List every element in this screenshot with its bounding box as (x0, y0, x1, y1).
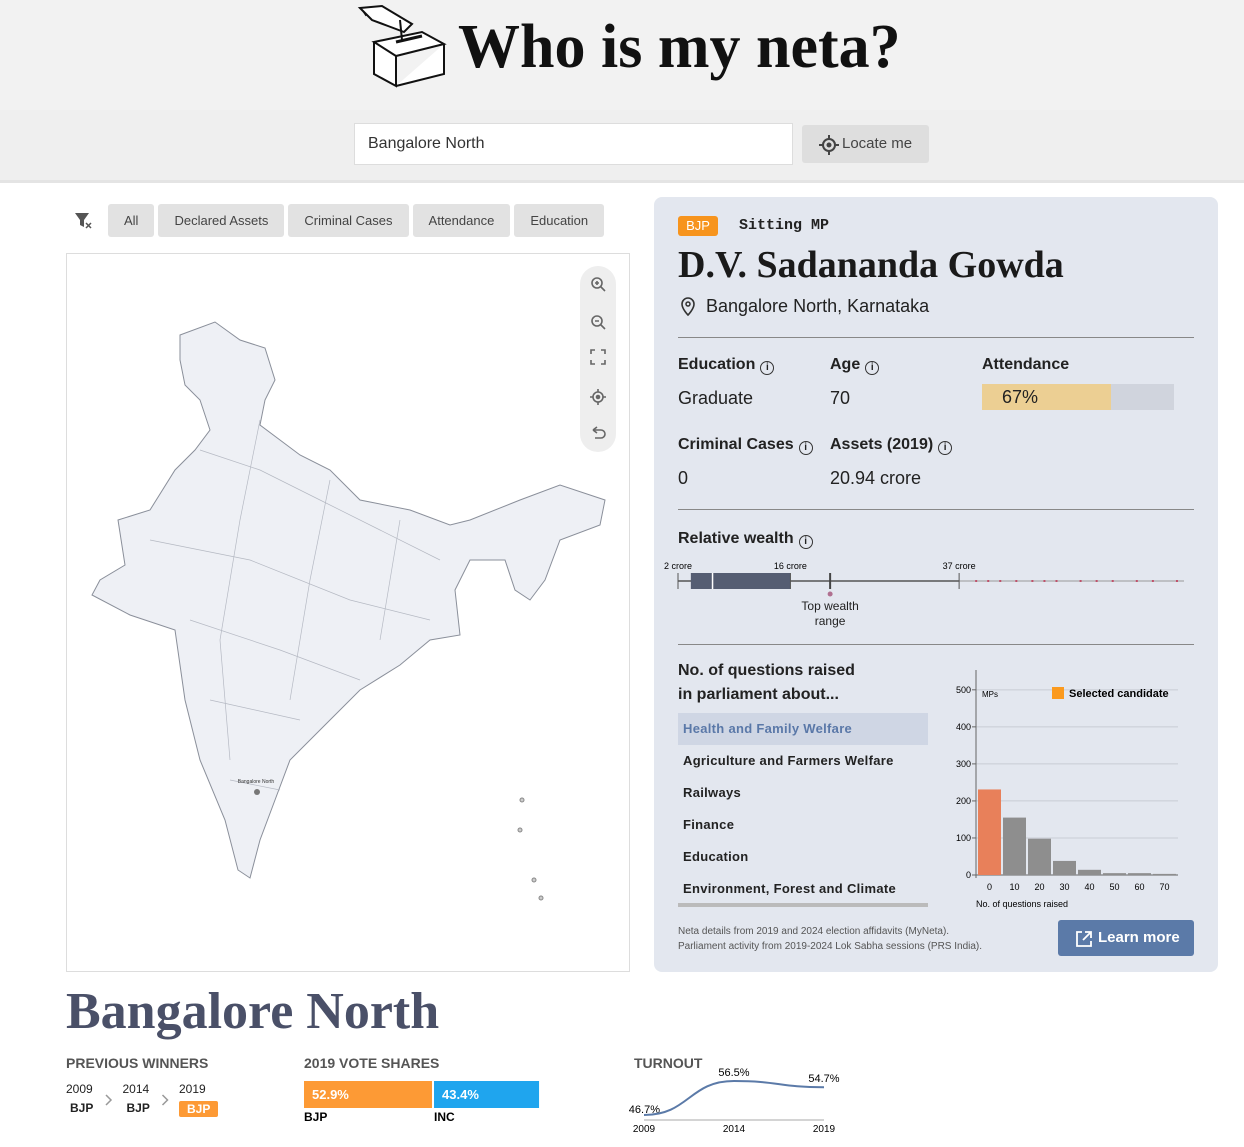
filter-button[interactable]: Attendance (412, 204, 511, 237)
candidate-label: Top wealth range (801, 599, 859, 628)
footnote-line: Parliament activity from 2019-2024 Lok S… (678, 941, 983, 952)
winner-party: BJP (126, 1101, 150, 1115)
mp-name: D.V. Sadananda Gowda (678, 244, 1064, 286)
vote-share-party: BJP (304, 1110, 327, 1124)
questions-title: No. of questions raised in parliament ab… (678, 662, 855, 703)
turnout-line (643, 1079, 825, 1116)
topic-list: Health and Family Welfare Agriculture and… (678, 713, 928, 907)
turnout-label: 46.7% (629, 1104, 660, 1116)
topic[interactable]: Railways (683, 785, 742, 800)
location: Bangalore North, Karnataka (706, 296, 930, 316)
learn-more-label: Learn more (1098, 929, 1180, 946)
attendance-bar (982, 384, 1111, 410)
criminal-label: Criminal Cases i (678, 436, 813, 455)
filter-clear-icon[interactable] (74, 212, 94, 230)
map-control-icons[interactable] (580, 266, 616, 452)
search-input[interactable]: Bangalore North (354, 123, 793, 165)
attendance-label: Attendance (982, 356, 1070, 373)
filter-button[interactable]: All (108, 204, 155, 237)
topic[interactable]: Finance (683, 817, 735, 832)
divider (678, 644, 1194, 645)
turnout-heading: TURNOUT (634, 1055, 703, 1071)
criminal-value: 0 (678, 468, 689, 488)
vote-share-bar (304, 1081, 433, 1108)
education-label: Education i (678, 356, 775, 375)
filter-button[interactable]: Criminal Cases (288, 204, 409, 237)
age-label: Age i (830, 356, 880, 375)
winner-year: 2014 (122, 1082, 150, 1096)
map-label: Bangalore North (238, 779, 275, 785)
map-frame (66, 253, 630, 972)
education-value: Graduate (678, 388, 754, 408)
assets-label: Assets (2019) i (830, 436, 953, 455)
topic[interactable]: Education (683, 849, 749, 864)
winners-heading: PREVIOUS WINNERS (66, 1055, 209, 1071)
winner-year: 2019 (179, 1082, 206, 1096)
footnote: Neta details from 2019 and 2024 election… (678, 924, 982, 954)
criminal-label-text: Criminal Cases (678, 436, 794, 453)
wealth-title: Relative wealth i (678, 530, 813, 549)
vote-share-label: 43.4% (442, 1087, 479, 1102)
age-value: 70 (830, 388, 851, 408)
winner-year: 2009 (66, 1082, 93, 1096)
turnout-year: 2009 (633, 1124, 656, 1135)
locate-button[interactable]: Locate me (802, 125, 929, 163)
status: Sitting MP (739, 217, 830, 234)
party-tag: BJP (678, 216, 718, 236)
age-label-text: Age (830, 356, 861, 373)
vote-share-label: 52.9% (312, 1087, 349, 1102)
chevron (105, 1094, 113, 1106)
divider (678, 509, 1194, 510)
topic[interactable]: Environment, Forest and Climate Change (683, 881, 897, 896)
divider (678, 337, 1194, 338)
education-label-text: Education (678, 356, 756, 373)
locate-label: Locate me (842, 135, 913, 152)
filter-bar: All Declared Assets Criminal Cases Attendan… (108, 204, 605, 237)
filter-button[interactable]: Declared Assets (158, 204, 285, 237)
turnout-year: 2014 (723, 1124, 746, 1135)
wealth-title-text: Relative wealth (678, 530, 794, 547)
vote-share-bar (434, 1081, 540, 1108)
vote-heading: 2019 VOTE SHARES (304, 1055, 440, 1071)
external-icon (1076, 931, 1092, 947)
header (0, 0, 1244, 110)
attendance-value: 67% (1002, 387, 1039, 407)
attendance-track: 67% (982, 384, 1174, 410)
vote-share-party: INC (434, 1110, 455, 1124)
chevron (161, 1094, 169, 1106)
locate-icon (819, 135, 839, 155)
winner-party: BJP (70, 1101, 94, 1115)
map-controls (580, 266, 616, 452)
assets-label-text: Assets (2019) (830, 436, 934, 453)
winner-party: BJP (179, 1101, 219, 1117)
learn-more-button[interactable]: Learn more (1058, 920, 1194, 956)
ballot-icon (357, 4, 447, 88)
turnout-label: 56.5% (718, 1067, 749, 1079)
india-map[interactable]: Bangalore North (66, 253, 630, 972)
turnout-year: 2019 (813, 1124, 836, 1135)
constituency-name: Bangalore North (66, 983, 440, 1040)
topic[interactable]: Agriculture and Farmers Welfare (683, 753, 894, 768)
footnote-line: Neta details from 2019 and 2024 election… (678, 926, 950, 937)
filter-button[interactable]: Education (514, 204, 605, 237)
pin-icon (681, 297, 695, 317)
turnout-label: 54.7% (808, 1073, 839, 1085)
assets-value: 20.94 crore (830, 468, 922, 488)
topic[interactable]: Health and Family Welfare (678, 713, 928, 745)
site-title: Who is my neta? (458, 13, 901, 81)
